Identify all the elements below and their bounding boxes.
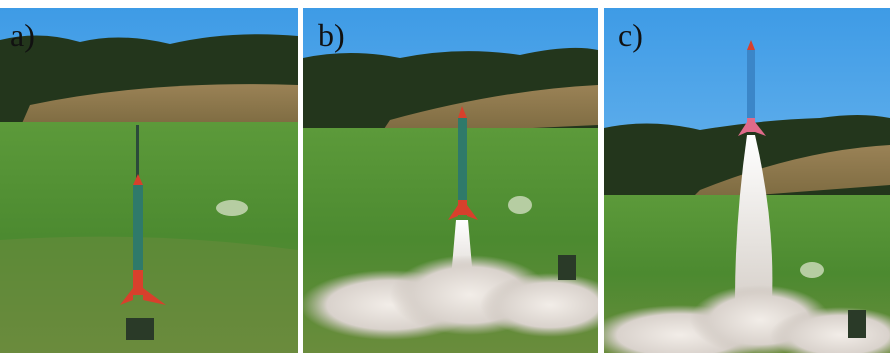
page: a) b) c) (() => { const data = J [0, 0, 890, 353]
panel-c [590, 8, 890, 353]
panel-a [0, 8, 298, 353]
panel-label: b) [318, 17, 345, 53]
panel-label: c) [618, 17, 643, 53]
figure: a) b) c) [0, 0, 890, 353]
panel-b [300, 8, 620, 353]
panel-label: a) [10, 17, 35, 53]
